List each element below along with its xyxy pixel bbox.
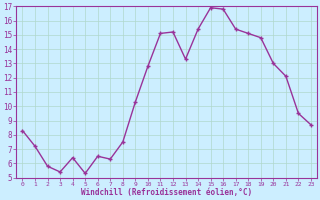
X-axis label: Windchill (Refroidissement éolien,°C): Windchill (Refroidissement éolien,°C) bbox=[81, 188, 252, 197]
